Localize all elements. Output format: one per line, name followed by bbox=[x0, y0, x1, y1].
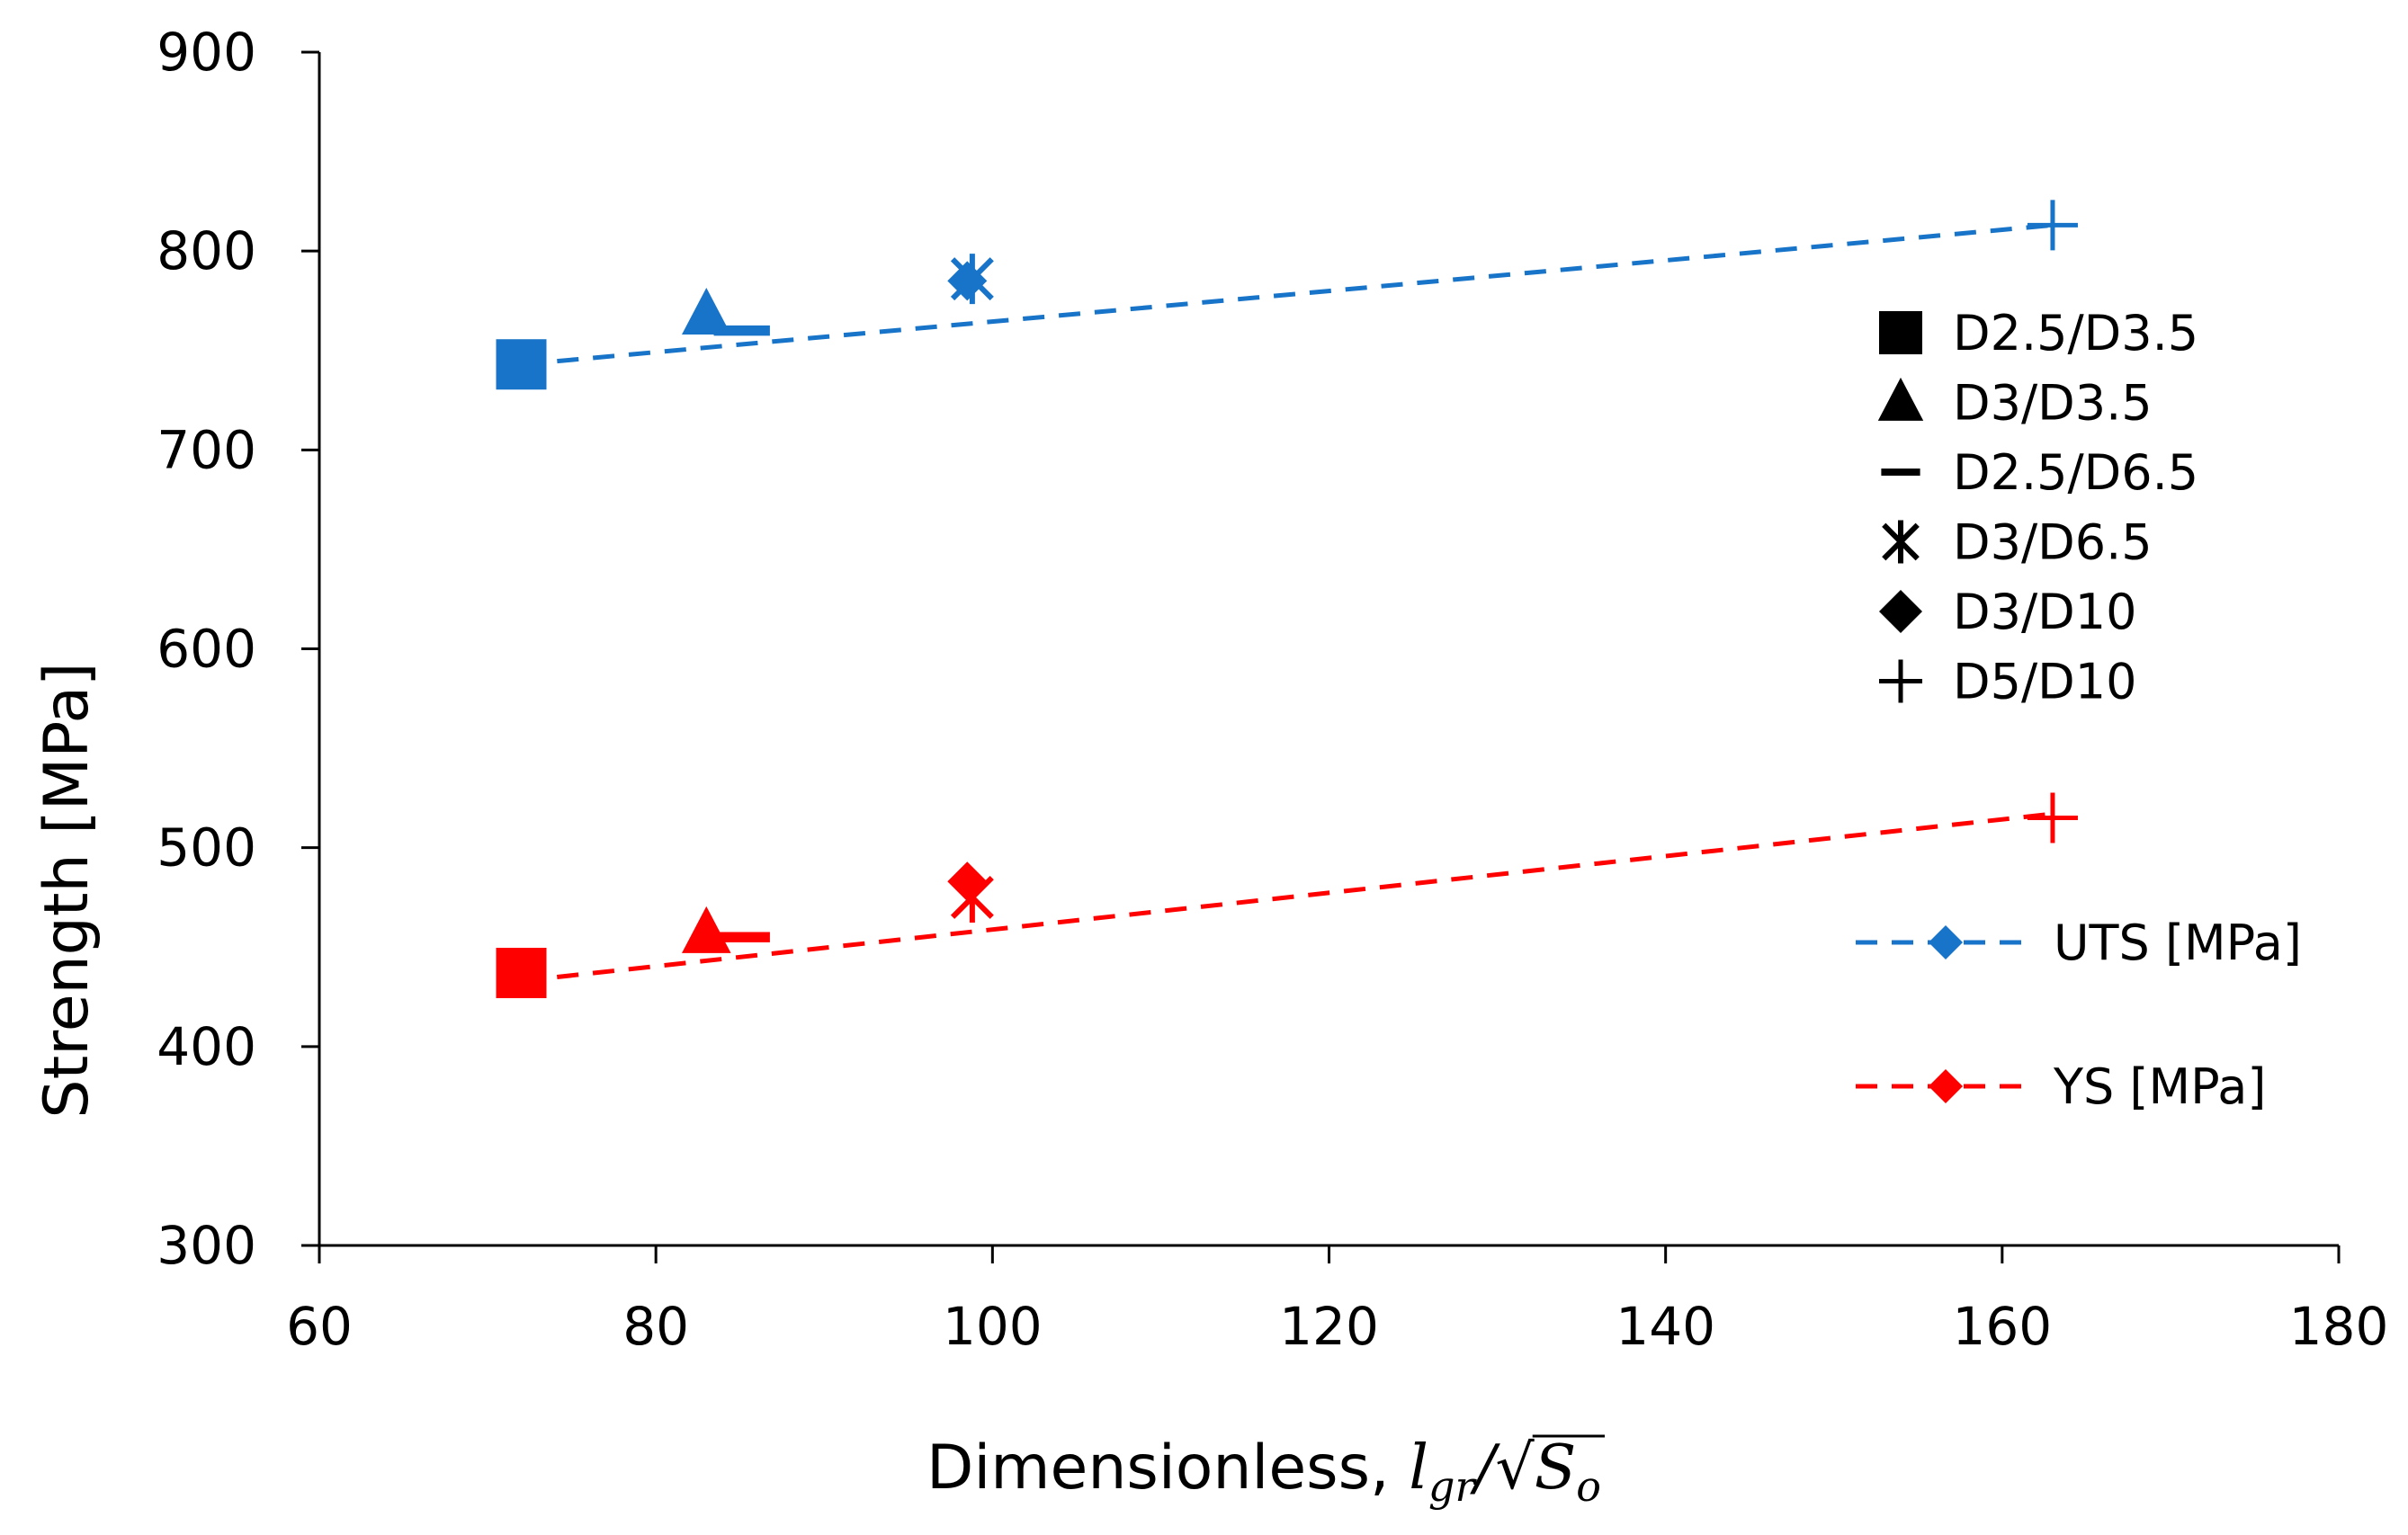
y-axis-title: Strength [MPa] bbox=[31, 662, 103, 1118]
legend-series-label-uts: UTS [MPa] bbox=[2054, 915, 2302, 971]
legend-symbol-triangle bbox=[1877, 377, 1924, 421]
x-tick-label-120: 120 bbox=[1279, 1296, 1379, 1357]
trendline-uts bbox=[521, 222, 2054, 367]
point-uts-d2.5-d6.5 bbox=[713, 325, 770, 336]
legend-symbol-dash bbox=[1881, 469, 1920, 476]
x-axis-title-text: Dimensionless, bbox=[926, 1432, 1409, 1504]
legend-label-d3-d6.5: D3/D6.5 bbox=[1953, 514, 2153, 571]
data-markers bbox=[496, 200, 2078, 999]
legend-symbol-square bbox=[1879, 311, 1922, 354]
x-axis-math-s: S bbox=[1535, 1432, 1577, 1504]
point-uts-d3-d10 bbox=[947, 261, 988, 301]
x-axis-math-radical: √ bbox=[1495, 1432, 1535, 1504]
point-ys-d5-d10 bbox=[2027, 792, 2078, 843]
legend-label-d3-d10: D3/D10 bbox=[1953, 584, 2136, 640]
y-tick-label-900: 900 bbox=[157, 22, 256, 83]
point-ys-d3-d3.5 bbox=[681, 906, 731, 953]
series-legend: UTS [MPa] YS [MPa] bbox=[1856, 915, 2302, 1115]
legend-symbol-asterisk bbox=[1882, 520, 1920, 564]
legend-diamond-uts bbox=[1929, 925, 1963, 959]
legend-symbol-plus bbox=[1879, 659, 1922, 703]
trendlines bbox=[521, 222, 2054, 984]
point-uts-d5-d10 bbox=[2027, 200, 2078, 251]
legend-symbol-diamond bbox=[1879, 590, 1922, 633]
point-uts-d3-d3.5 bbox=[681, 288, 731, 335]
y-tick-label-600: 600 bbox=[157, 619, 256, 680]
y-tick-label-300: 300 bbox=[157, 1215, 256, 1276]
x-tick-label-140: 140 bbox=[1616, 1296, 1715, 1357]
y-tick-label-500: 500 bbox=[157, 817, 256, 879]
y-tick-label-800: 800 bbox=[157, 220, 256, 281]
x-tick-labels: 60 80 100 120 140 160 180 bbox=[286, 1296, 2388, 1357]
x-axis-math-l: l bbox=[1409, 1432, 1428, 1504]
legend-label-d2.5-d3.5: D2.5/D3.5 bbox=[1953, 305, 2198, 361]
x-axis-title: Dimensionless, lgr/√So bbox=[926, 1432, 1601, 1511]
point-ys-d3-d10 bbox=[947, 861, 988, 902]
axes bbox=[301, 50, 2341, 1263]
x-tick-label-80: 80 bbox=[622, 1296, 689, 1357]
point-ys-d2.5-d6.5 bbox=[713, 932, 770, 942]
x-tick-label-180: 180 bbox=[2289, 1296, 2389, 1357]
x-tick-label-100: 100 bbox=[943, 1296, 1043, 1357]
marker-legend: D2.5/D3.5 D3/D3.5 D2.5/D6.5 D3/D6.5 D3/D10 D5… bbox=[1877, 305, 2198, 710]
y-tick-label-700: 700 bbox=[157, 419, 256, 480]
legend-label-d3-d3.5: D3/D3.5 bbox=[1953, 375, 2153, 432]
x-tick-label-60: 60 bbox=[286, 1296, 353, 1357]
x-axis-math-gr: gr bbox=[1428, 1462, 1477, 1511]
x-axis-math-o: o bbox=[1576, 1462, 1601, 1511]
y-tick-labels: 300 400 500 600 700 800 900 bbox=[157, 22, 256, 1276]
trendline-ys bbox=[521, 811, 2054, 984]
point-uts-d2.5-d3.5 bbox=[496, 339, 547, 390]
point-ys-d2.5-d3.5 bbox=[496, 948, 547, 999]
x-tick-label-160: 160 bbox=[1952, 1296, 2052, 1357]
y-tick-label-400: 400 bbox=[157, 1016, 256, 1077]
legend-label-d5-d10: D5/D10 bbox=[1953, 654, 2136, 710]
legend-series-label-ys: YS [MPa] bbox=[2053, 1058, 2266, 1115]
legend-label-d2.5-d6.5: D2.5/D6.5 bbox=[1953, 444, 2198, 501]
legend-diamond-ys bbox=[1929, 1069, 1963, 1103]
